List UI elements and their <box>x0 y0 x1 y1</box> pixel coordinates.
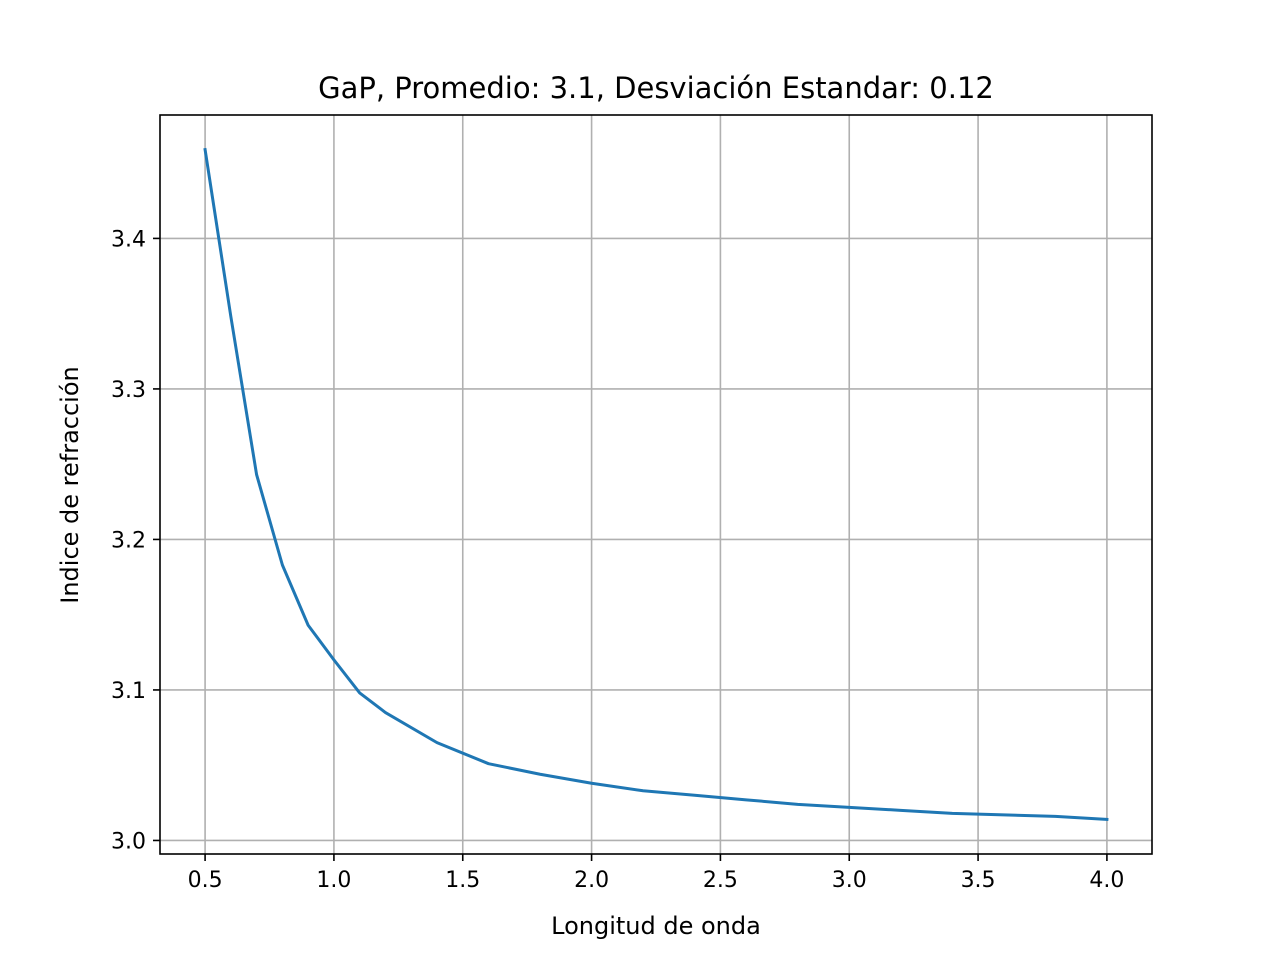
y-axis-label: Indice de refracción <box>56 366 84 604</box>
y-tick-label: 3.0 <box>111 829 146 854</box>
x-axis-label: Longitud de onda <box>551 912 761 940</box>
y-tick-label: 3.1 <box>111 679 146 704</box>
chart-title: GaP, Promedio: 3.1, Desviación Estandar:… <box>318 71 994 105</box>
grid-lines <box>160 115 1152 854</box>
x-tick-label: 3.5 <box>961 868 996 893</box>
series-layer <box>203 147 1109 821</box>
x-tick-label: 1.0 <box>316 868 351 893</box>
x-tick-label: 3.0 <box>832 868 867 893</box>
y-tick-label: 3.4 <box>111 227 146 252</box>
x-tick-label: 2.0 <box>574 868 609 893</box>
x-tick-label: 1.5 <box>445 868 480 893</box>
series-line <box>203 147 1109 821</box>
x-tick-label: 2.5 <box>703 868 738 893</box>
y-tick-label: 3.2 <box>111 528 146 553</box>
x-tick-label: 4.0 <box>1089 868 1124 893</box>
y-tick-label: 3.3 <box>111 378 146 403</box>
axis-ticks: 0.5 1.0 1.5 2.0 2.5 3.0 3.5 4.0 3.0 3.1 3.2 3.3 3.4 <box>111 227 1124 893</box>
x-tick-label: 0.5 <box>188 868 223 893</box>
plot-frame <box>159 114 1153 855</box>
